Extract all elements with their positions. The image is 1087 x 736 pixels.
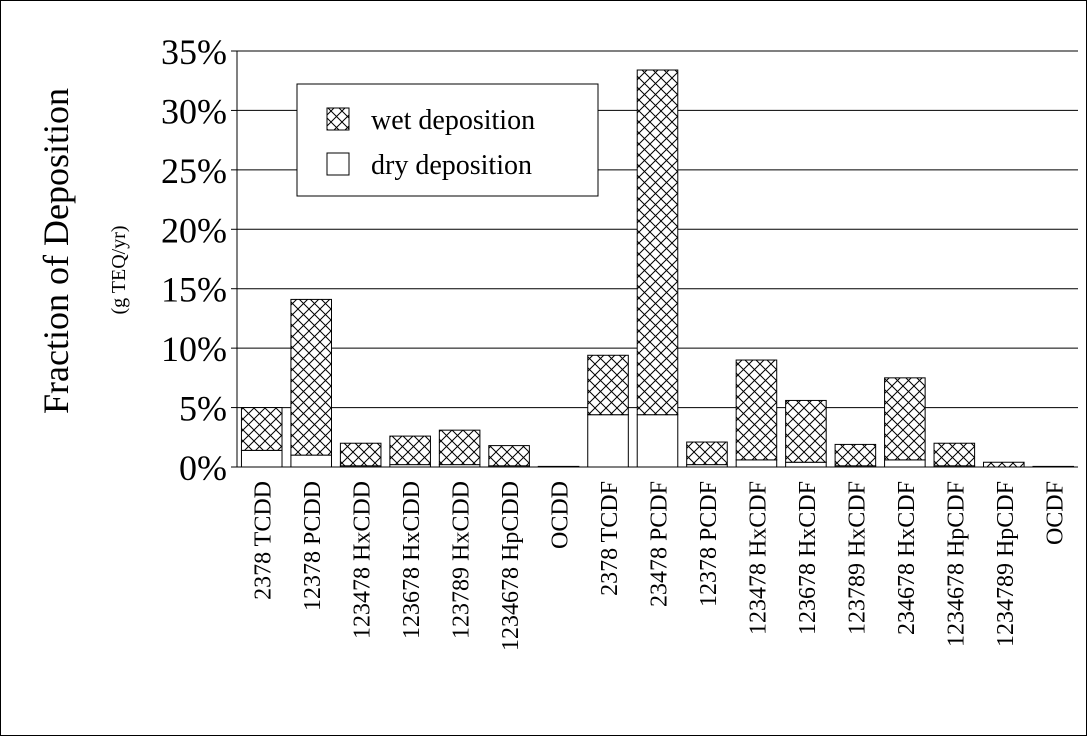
bar-wet-deposition [438, 429, 481, 466]
bar-wet-deposition [339, 442, 382, 467]
bar-dry-deposition [735, 459, 778, 468]
bar-dry-deposition [240, 449, 283, 468]
y-tick-label: 30% [161, 91, 227, 131]
y-tick-label: 15% [161, 270, 227, 310]
bar-wet-deposition [587, 354, 629, 416]
x-category-label: 123678 HxCDF [795, 481, 821, 635]
x-category-label: 2378 TCDF [597, 481, 623, 596]
x-category-label: 12378 PCDF [696, 481, 722, 607]
y-tick-label: 25% [161, 151, 227, 191]
bar-dry-deposition [785, 461, 827, 468]
x-category-label: OCDF [1042, 481, 1068, 545]
x-category-label: 12378 PCDD [300, 481, 326, 611]
bar-wet-deposition [785, 399, 827, 463]
x-category-label: 1234678 HpCDD [498, 481, 524, 651]
bar-wet-deposition [686, 441, 728, 466]
bar-dry-deposition [290, 454, 332, 468]
x-category-label: 23478 PCDF [647, 481, 673, 607]
x-category-label: 1234789 HpCDF [993, 481, 1019, 647]
x-category-label: 1234678 HpCDF [943, 481, 969, 647]
legend-swatch-wet [326, 107, 350, 131]
bar-wet-deposition [389, 435, 431, 466]
x-category-label: 123678 HxCDD [399, 481, 425, 639]
x-category-label: 123478 HxCDD [350, 481, 376, 639]
bar-wet-deposition [933, 442, 976, 467]
legend-label-dry: dry deposition [371, 150, 532, 181]
bar-wet-deposition [488, 445, 530, 467]
bar-wet-deposition [834, 443, 877, 467]
x-category-label: 234678 HxCDF [894, 481, 920, 635]
bar-wet-deposition [290, 298, 332, 456]
bar-dry-deposition [884, 459, 926, 468]
x-category-label: 2378 TCDD [251, 481, 277, 600]
bar-wet-deposition [240, 407, 283, 451]
legend-swatch-dry [326, 152, 350, 176]
y-tick-label: 10% [161, 329, 227, 369]
y-tick-label: 35% [161, 32, 227, 72]
x-category-label: 123478 HxCDF [745, 481, 771, 635]
bar-wet-deposition [735, 359, 778, 461]
bar-wet-deposition [983, 461, 1025, 468]
x-category-label: 123789 HxCDF [844, 481, 870, 635]
legend-box [296, 83, 599, 197]
y-tick-label: 20% [161, 210, 227, 250]
bar-dry-deposition [636, 414, 679, 468]
legend: wet deposition dry deposition [296, 83, 599, 197]
bar-wet-deposition [884, 377, 926, 461]
y-tick-label: 5% [179, 389, 227, 429]
legend-label-wet: wet deposition [371, 105, 535, 136]
x-category-label: 123789 HxCDD [449, 481, 475, 639]
bar-dry-deposition [587, 414, 629, 468]
y-tick-label: 0% [179, 448, 227, 488]
y-axis-label: Fraction of Deposition [36, 88, 76, 414]
bar-wet-deposition [636, 69, 679, 416]
x-category-label: OCDD [548, 481, 574, 549]
y-axis-sublabel: (g TEQ/yr) [108, 225, 130, 314]
